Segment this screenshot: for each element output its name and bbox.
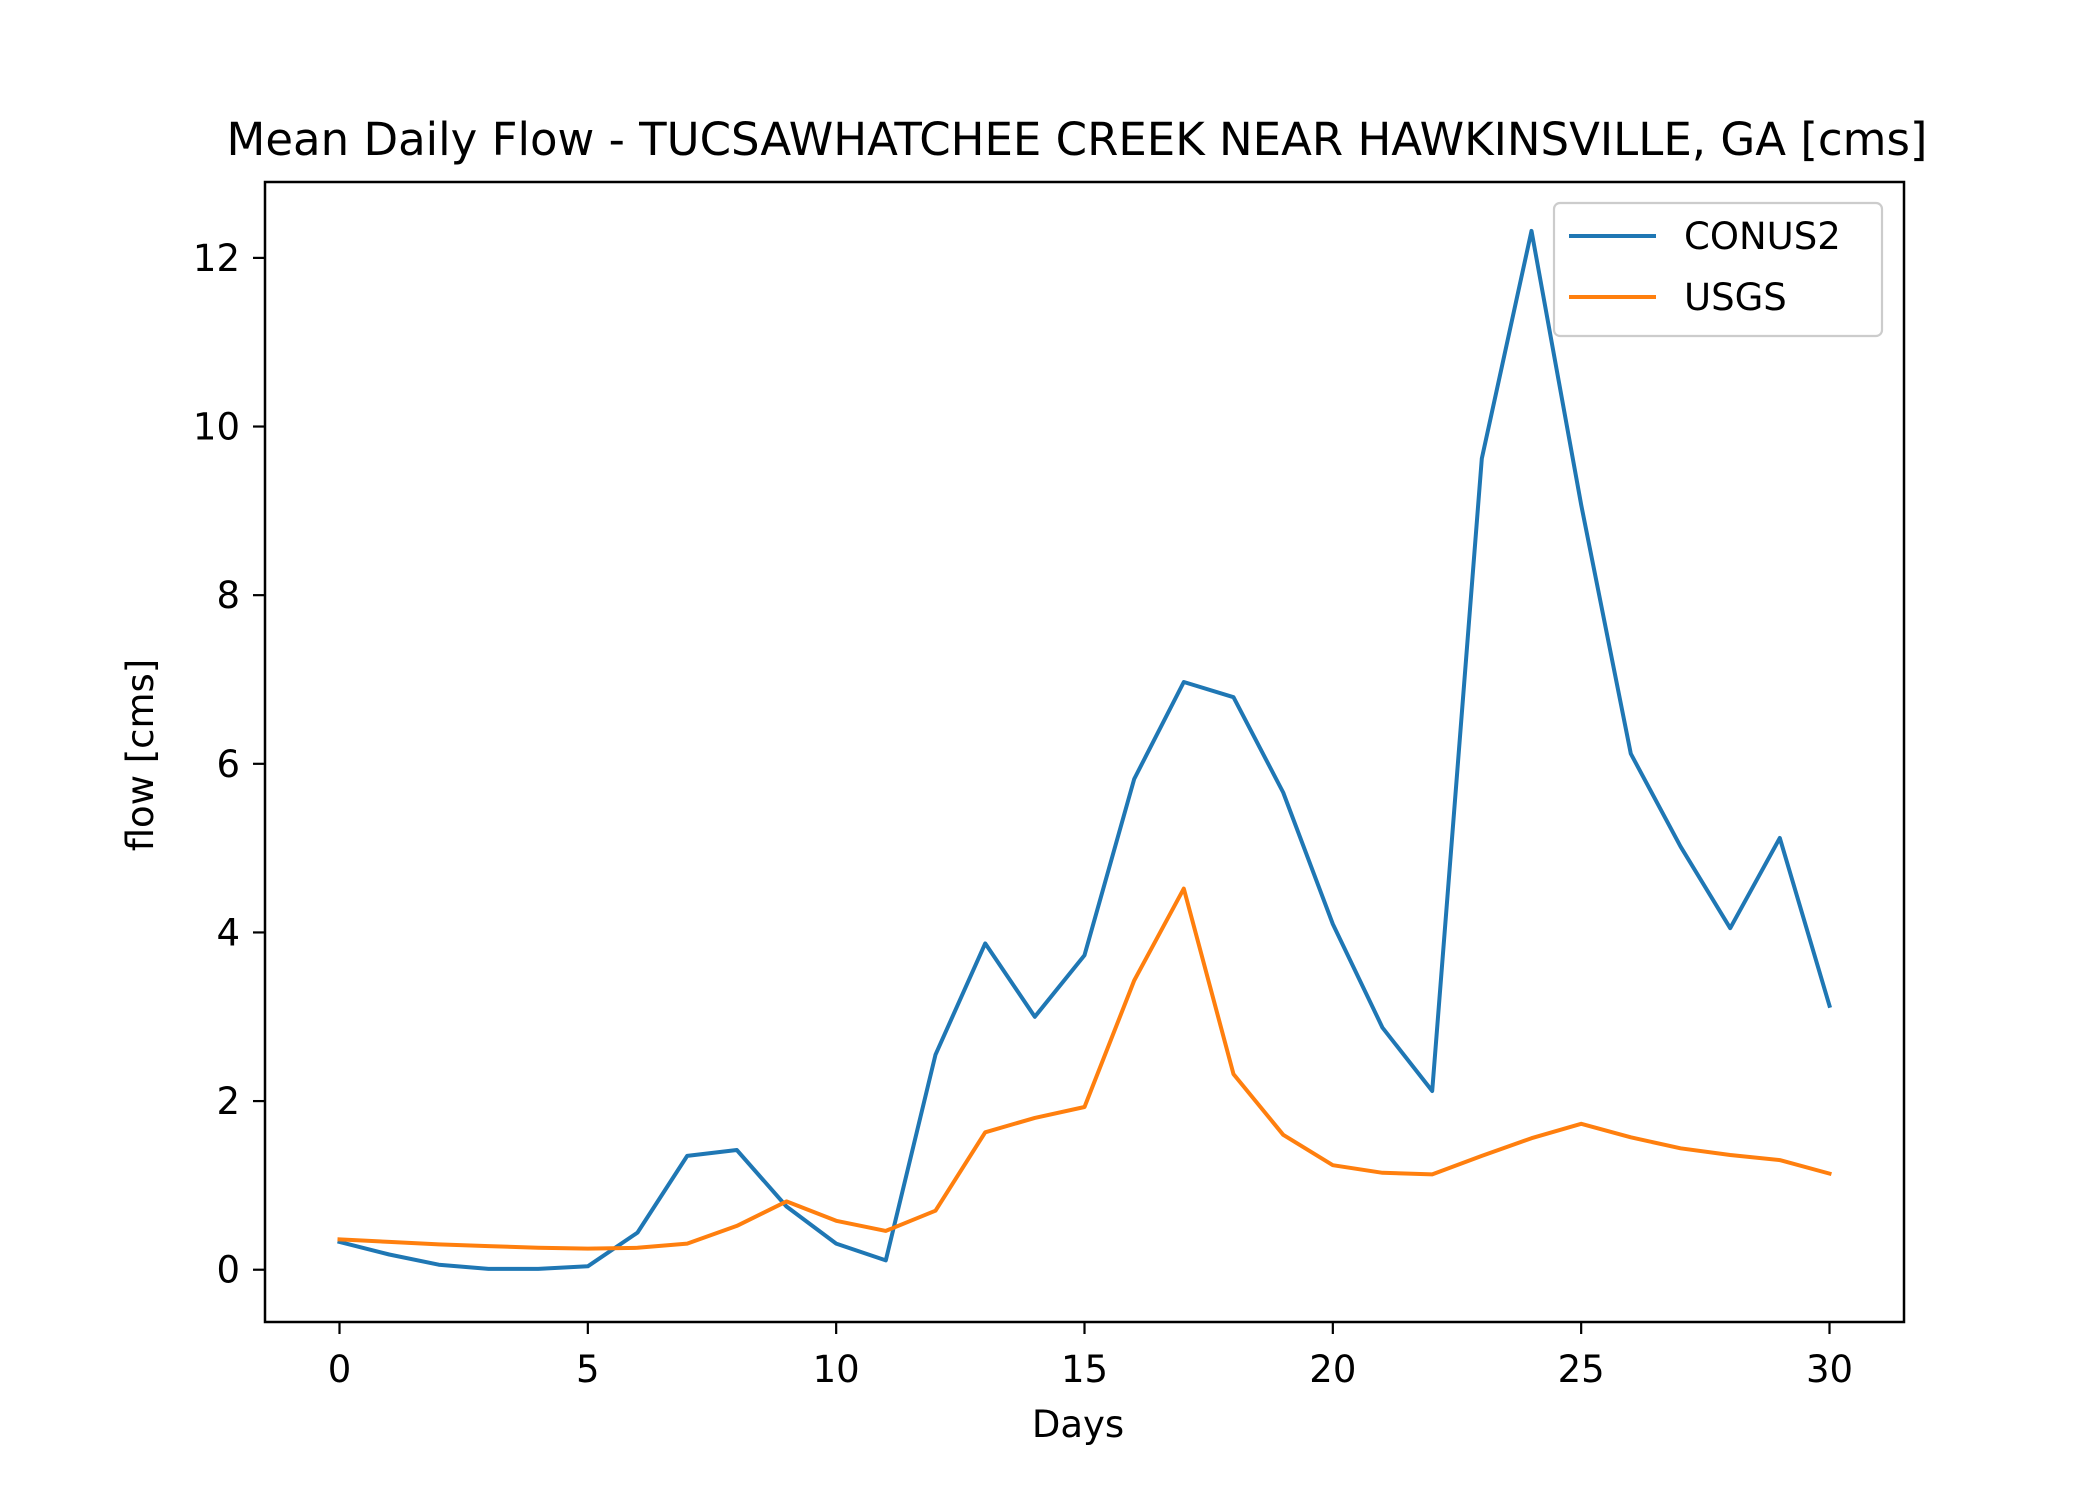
y-tick-label: 2 [216,1080,240,1123]
x-tick-label: 20 [1309,1348,1356,1391]
y-tick-label: 10 [193,406,240,449]
x-tick-label: 10 [813,1348,860,1391]
chart-title: Mean Daily Flow - TUCSAWHATCHEE CREEK NE… [227,113,1928,166]
x-tick-label: 0 [328,1348,352,1391]
x-tick-label: 30 [1806,1348,1853,1391]
y-tick-label: 0 [216,1249,240,1292]
y-tick-label: 6 [216,743,240,786]
x-tick-label: 25 [1558,1348,1605,1391]
plot-area-frame [263,180,1906,1324]
legend: CONUS2 USGS [1552,201,1884,338]
series-layer [337,228,1832,1271]
y-tick-label: 4 [216,911,240,954]
axis-ticks: 0 5 10 15 20 25 30 0 2 4 6 8 10 12 [193,237,1853,1391]
series-line-conus2 [337,228,1832,1271]
x-axis-label: Days [1032,1403,1124,1446]
legend-label-conus2: CONUS2 [1684,215,1841,258]
y-axis-label: flow [cms] [119,659,162,852]
x-tick-label: 15 [1061,1348,1108,1391]
legend-label-usgs: USGS [1684,276,1787,319]
y-tick-label: 12 [193,237,240,280]
y-tick-label: 8 [216,574,240,617]
series-line-usgs [337,886,1832,1251]
x-tick-label: 5 [576,1348,600,1391]
